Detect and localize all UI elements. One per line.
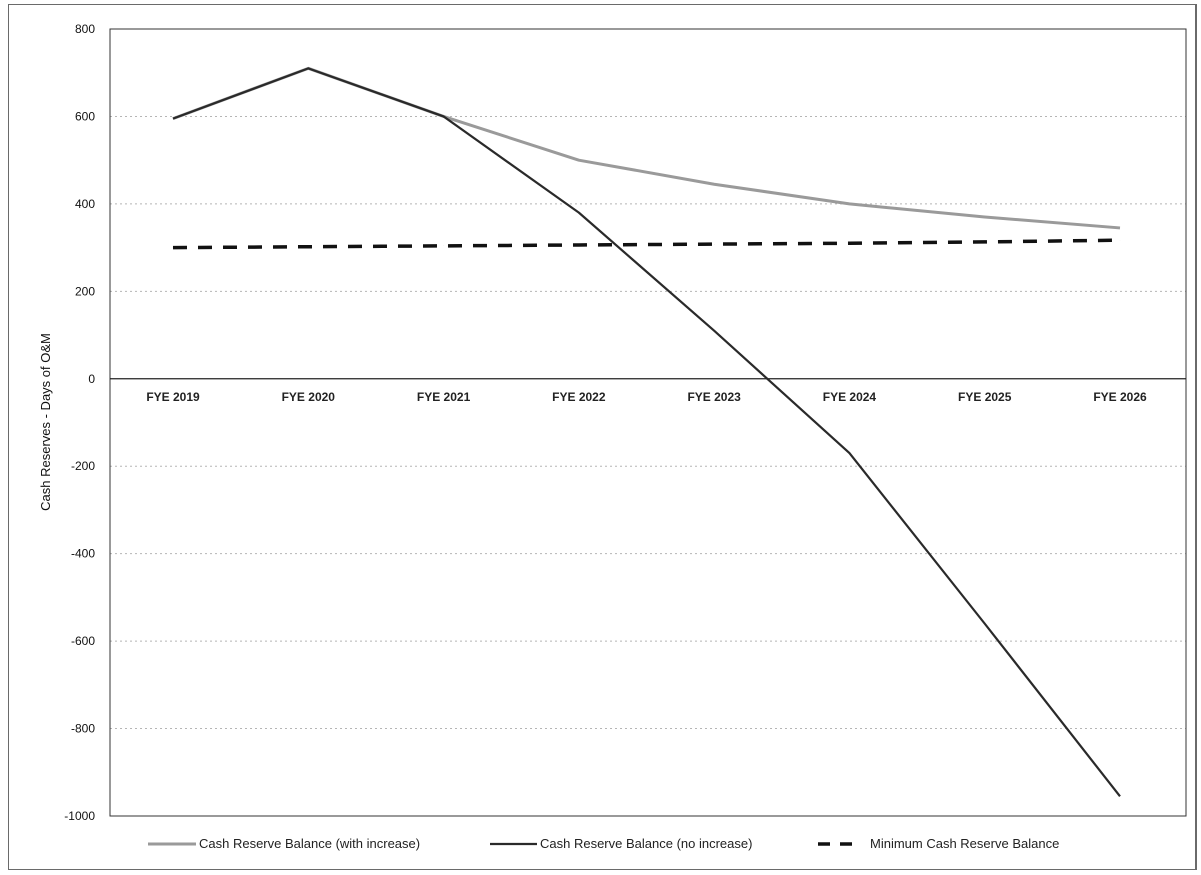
chart-frame: [8, 4, 1196, 870]
series-line-2: [172, 67, 1121, 798]
x-tick-label: FYE 2024: [823, 390, 877, 404]
chart-frame-edge: [1195, 4, 1197, 870]
y-axis-label: Cash Reserves - Days of O&M: [38, 333, 53, 511]
x-tick-label: FYE 2025: [958, 390, 1012, 404]
x-tick-label: FYE 2023: [687, 390, 741, 404]
plot-area-border: [109, 28, 1187, 817]
y-tick-label: 400: [75, 197, 95, 211]
x-tick-label: FYE 2022: [552, 390, 606, 404]
legend-label-3: Minimum Cash Reserve Balance: [870, 836, 1059, 851]
y-tick-label: -400: [71, 547, 95, 561]
y-tick-label: 200: [75, 284, 95, 298]
y-tick-label: -600: [71, 634, 95, 648]
y-axis-ticks: 800 600 400 200 0 -200 -400 -600 -800 -1000: [64, 22, 95, 823]
y-tick-label: -200: [71, 459, 95, 473]
legend: Cash Reserve Balance (with increase) Cash…: [148, 836, 1059, 851]
legend-label-1: Cash Reserve Balance (with increase): [199, 836, 420, 851]
y-tick-label: 800: [75, 22, 95, 36]
series-line-3: [172, 238, 1121, 250]
x-tick-label: FYE 2026: [1093, 390, 1147, 404]
x-tick-label: FYE 2019: [146, 390, 200, 404]
series-lines: [172, 66, 1121, 798]
y-tick-label: 0: [88, 372, 95, 386]
gridlines: [110, 115, 1186, 730]
y-tick-label: 600: [75, 109, 95, 123]
x-tick-label: FYE 2020: [282, 390, 336, 404]
x-tick-label: FYE 2021: [417, 390, 471, 404]
legend-label-2: Cash Reserve Balance (no increase): [540, 836, 752, 851]
x-axis-labels: FYE 2019 FYE 2020 FYE 2021 FYE 2022 FYE 2023…: [146, 390, 1147, 404]
y-tick-label: -1000: [64, 809, 95, 823]
y-tick-label: -800: [71, 722, 95, 736]
